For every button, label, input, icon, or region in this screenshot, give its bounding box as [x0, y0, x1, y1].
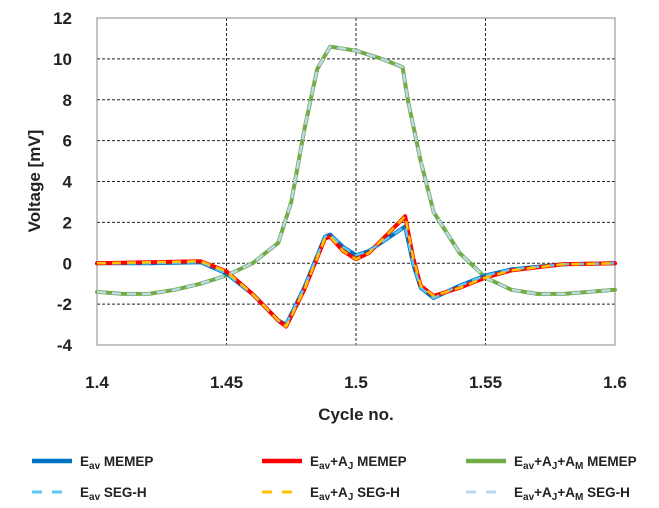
- chart-grid: [96, 17, 616, 346]
- legend-item: Eav+AJ+AM SEG-H: [466, 485, 630, 503]
- legend-item: Eav SEG-H: [32, 485, 147, 503]
- y-axis-ticks: 12 10 8 6 4 2 0 -2 -4: [53, 9, 72, 355]
- x-tick-label: 1.6: [603, 373, 627, 392]
- y-tick-label: 6: [63, 132, 72, 151]
- plot-area-border: [96, 17, 616, 346]
- y-tick-label: -4: [57, 336, 73, 355]
- legend-item: Eav+AJ+AM MEMEP: [466, 454, 637, 472]
- y-tick-label: 4: [63, 173, 73, 192]
- x-axis-title: Cycle no.: [318, 405, 394, 424]
- legend-label: Eav SEG-H: [80, 485, 147, 503]
- legend-item: Eav+AJ MEMEP: [262, 454, 407, 472]
- y-tick-label: 12: [53, 9, 72, 28]
- y-tick-label: -2: [57, 295, 72, 314]
- x-tick-label: 1.5: [344, 373, 368, 392]
- y-tick-label: 10: [53, 50, 72, 69]
- x-axis-ticks: 1.4 1.45 1.5 1.55 1.6: [85, 373, 627, 392]
- x-tick-label: 1.4: [85, 373, 109, 392]
- legend-item: Eav MEMEP: [32, 454, 153, 472]
- legend-label: Eav+AJ+AM MEMEP: [514, 454, 637, 472]
- chart-series: [95, 44, 617, 329]
- y-tick-label: 2: [63, 213, 72, 232]
- series-line-3: [96, 214, 616, 328]
- series-line-5: [96, 45, 616, 296]
- x-tick-label: 1.45: [210, 373, 243, 392]
- chart-legend: Eav MEMEP Eav+AJ MEMEP Eav+AJ+AM MEMEP Eav …: [32, 454, 637, 503]
- y-axis-title: Voltage [mV]: [25, 130, 44, 233]
- y-tick-label: 0: [63, 254, 72, 273]
- y-tick-label: 8: [63, 91, 72, 110]
- legend-label: Eav MEMEP: [80, 454, 153, 472]
- legend-label: Eav+AJ+AM SEG-H: [514, 485, 630, 503]
- x-tick-label: 1.55: [469, 373, 502, 392]
- legend-label: Eav+AJ MEMEP: [310, 454, 407, 472]
- legend-item: Eav+AJ SEG-H: [262, 485, 400, 503]
- legend-label: Eav+AJ SEG-H: [310, 485, 400, 503]
